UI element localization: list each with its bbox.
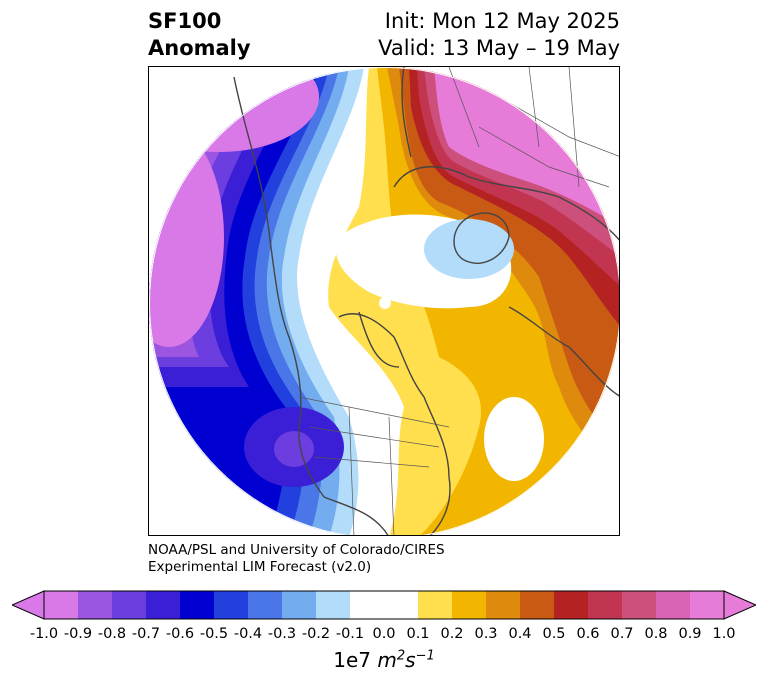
colorbar-segment (316, 591, 351, 619)
units-m: m (377, 648, 397, 672)
colorbar-under-arrow (12, 590, 45, 620)
colorbar-tick-label: -0.2 (301, 626, 331, 642)
colorbar-segment (554, 591, 589, 619)
valid-range: Valid: 13 May – 19 May (378, 36, 620, 60)
colorbar-tick-label: -0.9 (63, 626, 93, 642)
credits-line-1: NOAA/PSL and University of Colorado/CIRE… (148, 542, 445, 558)
colorbar-segment (418, 591, 453, 619)
colorbar-segment (656, 591, 691, 619)
polar-map (148, 66, 620, 536)
colorbar-segment (486, 591, 521, 619)
colorbar-over-arrow (723, 590, 756, 620)
map-edge (149, 67, 619, 535)
colorbar-tick-label: -0.4 (233, 626, 263, 642)
colorbar-ticks: -1.0 -0.9 -0.8 -0.7 -0.6 -0.5 -0.4 -0.3 -0.2 -0.1… (0, 626, 768, 644)
colorbar-segment (214, 591, 249, 619)
colorbar-segment (112, 591, 147, 619)
colorbar-tick-label: 0.7 (610, 626, 634, 642)
arctic-blue-pocket (424, 219, 514, 279)
colorbar-tick-label: 0.0 (372, 626, 396, 642)
colorbar-tick-label: -0.5 (199, 626, 229, 642)
colorbar-tick-label: 0.8 (644, 626, 668, 642)
colorbar-tick-label: 0.9 (678, 626, 702, 642)
neg-core-south-inner (274, 431, 314, 467)
colorbar-segment (78, 591, 113, 619)
colorbar (12, 590, 756, 620)
colorbar-tick-label: 0.5 (542, 626, 566, 642)
colorbar-tick-label: -0.1 (335, 626, 365, 642)
units-s: s (405, 648, 416, 672)
variable-name: SF100 (148, 9, 222, 33)
units-s-exp: −1 (415, 648, 435, 664)
colorbar-outline (43, 590, 725, 620)
coastlines (233, 67, 619, 535)
colorbar-segment (350, 591, 385, 619)
neg-core-west (149, 127, 224, 347)
colorbar-segment (248, 591, 283, 619)
colorbar-tick-label: 0.4 (508, 626, 532, 642)
credits: NOAA/PSL and University of Colorado/CIRE… (148, 542, 445, 576)
plot-title-right: Init: Mon 12 May 2025 Valid: 13 May – 19… (378, 8, 620, 62)
colorbar-segment (180, 591, 215, 619)
colorbar-segment (588, 591, 623, 619)
colorbar-tick-label: 0.1 (406, 626, 430, 642)
colorbar-segment (452, 591, 487, 619)
colorbar-units: 1e7 m2s−1 (0, 648, 768, 672)
colorbar-tick-label: 0.2 (440, 626, 464, 642)
plot-title-left: SF100 Anomaly (148, 8, 251, 62)
colorbar-tick-label: -0.6 (165, 626, 195, 642)
credits-line-2: Experimental LIM Forecast (v2.0) (148, 559, 372, 575)
colorbar-segment (622, 591, 657, 619)
colorbar-segment (520, 591, 555, 619)
units-m-exp: 2 (396, 648, 406, 664)
colorbar-tick-label: -0.3 (267, 626, 297, 642)
colorbar-tick-label: 0.3 (474, 626, 498, 642)
colorbar-tick-label: 1.0 (712, 626, 736, 642)
units-prefix: 1e7 (333, 648, 372, 672)
colorbar-segment (44, 591, 79, 619)
colorbar-tick-label: -0.7 (131, 626, 161, 642)
colorbar-segment (282, 591, 317, 619)
init-date: Init: Mon 12 May 2025 (384, 9, 620, 33)
colorbar-tick-label: 0.6 (576, 626, 600, 642)
small-white-spot (379, 297, 391, 309)
colorbar-segment (146, 591, 181, 619)
colorbar-tick-label: -1.0 (29, 626, 59, 642)
pos-white-hole-east (484, 397, 544, 481)
anomaly-contours (149, 67, 619, 535)
colorbar-segment (384, 591, 419, 619)
anomaly-map-svg (149, 67, 619, 535)
colorbar-segment (690, 591, 725, 619)
colorbar-tick-label: -0.8 (97, 626, 127, 642)
field-type: Anomaly (148, 36, 251, 60)
